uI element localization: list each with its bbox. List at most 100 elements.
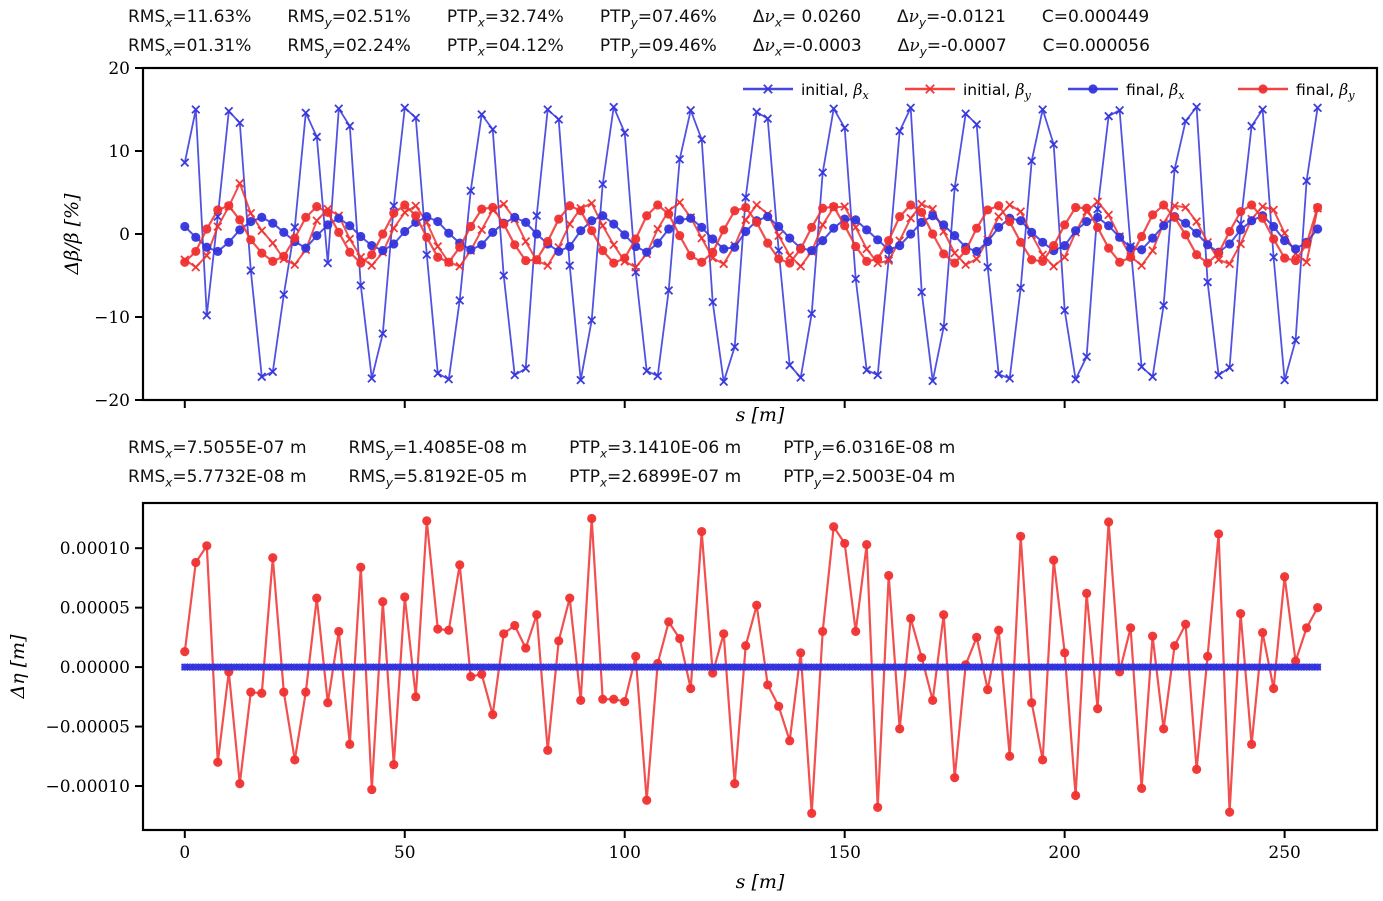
circle-marker xyxy=(686,213,696,223)
circle-marker xyxy=(569,663,577,671)
circle-marker xyxy=(941,663,950,671)
circle-marker xyxy=(865,663,873,671)
circle-marker xyxy=(919,663,928,671)
circle-marker xyxy=(1225,226,1235,237)
circle-marker xyxy=(673,663,681,671)
circle-marker xyxy=(1089,663,1097,671)
circle-marker xyxy=(818,626,828,637)
circle-marker xyxy=(268,663,276,671)
circle-marker xyxy=(1138,663,1147,671)
circle-marker xyxy=(909,663,917,671)
circle-marker xyxy=(1253,663,1262,671)
circle-marker xyxy=(958,663,966,671)
circle-marker xyxy=(290,233,300,243)
circle-marker xyxy=(1247,216,1257,226)
circle-marker xyxy=(1051,663,1059,671)
circle-marker xyxy=(422,232,432,242)
circle-marker xyxy=(974,663,982,671)
circle-marker xyxy=(1159,200,1169,210)
circle-marker xyxy=(285,663,293,671)
circle-marker xyxy=(1237,663,1245,671)
circle-marker xyxy=(1204,663,1212,671)
x-marker xyxy=(433,369,443,378)
circle-marker xyxy=(477,669,487,679)
circle-marker xyxy=(730,242,740,252)
circle-marker xyxy=(312,663,320,671)
circle-marker xyxy=(219,663,227,671)
circle-marker xyxy=(587,226,597,236)
circle-marker xyxy=(444,228,454,238)
top-plot-data xyxy=(180,102,1323,387)
circle-marker xyxy=(1005,216,1015,227)
circle-marker xyxy=(1269,234,1279,244)
circle-marker xyxy=(383,663,391,671)
circle-marker xyxy=(334,213,344,223)
circle-marker xyxy=(345,663,353,671)
x-marker xyxy=(774,231,784,241)
x-tick-label: 100 xyxy=(608,843,640,863)
circle-marker xyxy=(763,680,773,690)
circle-marker xyxy=(1170,641,1180,651)
circle-marker xyxy=(279,227,289,237)
circle-marker xyxy=(708,668,718,678)
circle-marker xyxy=(1203,258,1213,268)
circle-marker xyxy=(427,663,435,671)
x-marker xyxy=(961,109,971,119)
x-marker xyxy=(774,246,784,256)
x-marker xyxy=(675,198,685,207)
x-marker xyxy=(268,238,278,248)
circle-marker xyxy=(675,231,685,241)
x-marker xyxy=(290,222,300,232)
circle-marker xyxy=(449,663,457,671)
circle-marker xyxy=(664,224,674,234)
x-marker xyxy=(708,297,718,307)
circle-marker xyxy=(1203,240,1213,250)
circle-marker xyxy=(994,201,1004,211)
circle-marker xyxy=(1242,663,1251,671)
x-marker xyxy=(1104,210,1114,220)
x-marker xyxy=(477,110,487,119)
x-marker xyxy=(994,212,1004,222)
circle-marker xyxy=(719,629,729,639)
circle-marker xyxy=(914,663,922,671)
circle-marker xyxy=(609,258,619,268)
circle-marker xyxy=(1137,231,1147,242)
x-marker xyxy=(367,261,377,270)
y-tick-label: 0.00000 xyxy=(60,658,130,678)
x-marker xyxy=(1203,277,1213,287)
circle-marker xyxy=(1280,572,1290,582)
stats-cell: PTPy=6.0316E-08 m xyxy=(783,438,956,461)
x-tick-label: 250 xyxy=(1268,843,1300,863)
circle-marker xyxy=(646,663,654,671)
x-marker xyxy=(818,220,828,230)
circle-marker xyxy=(361,663,369,671)
circle-marker xyxy=(466,245,476,255)
circle-marker xyxy=(532,229,542,239)
circle-marker xyxy=(848,663,857,671)
top-stats-row-final: RMSx=01.31% RMSy=02.24% PTPx=04.12% PTPy=09… xyxy=(128,34,1150,63)
circle-marker xyxy=(730,779,740,789)
x-marker xyxy=(1214,255,1224,265)
circle-marker xyxy=(598,246,608,256)
circle-marker xyxy=(983,205,993,215)
circle-marker xyxy=(1133,663,1141,671)
x-marker xyxy=(378,329,388,339)
circle-marker xyxy=(701,663,709,671)
circle-marker xyxy=(202,224,212,234)
x-marker xyxy=(796,373,806,383)
circle-marker xyxy=(629,663,638,671)
circle-marker xyxy=(1215,663,1223,671)
series-line xyxy=(184,203,1319,265)
circle-marker xyxy=(939,610,949,620)
circle-marker xyxy=(892,663,900,671)
circle-marker xyxy=(631,234,641,244)
circle-marker xyxy=(668,663,676,671)
x-marker xyxy=(1148,246,1158,256)
x-marker xyxy=(983,262,993,272)
x-marker xyxy=(345,234,355,244)
circle-marker xyxy=(509,663,517,671)
circle-marker xyxy=(367,250,377,260)
circle-marker xyxy=(1045,663,1054,671)
circle-marker xyxy=(318,663,326,671)
circle-marker xyxy=(651,663,660,671)
